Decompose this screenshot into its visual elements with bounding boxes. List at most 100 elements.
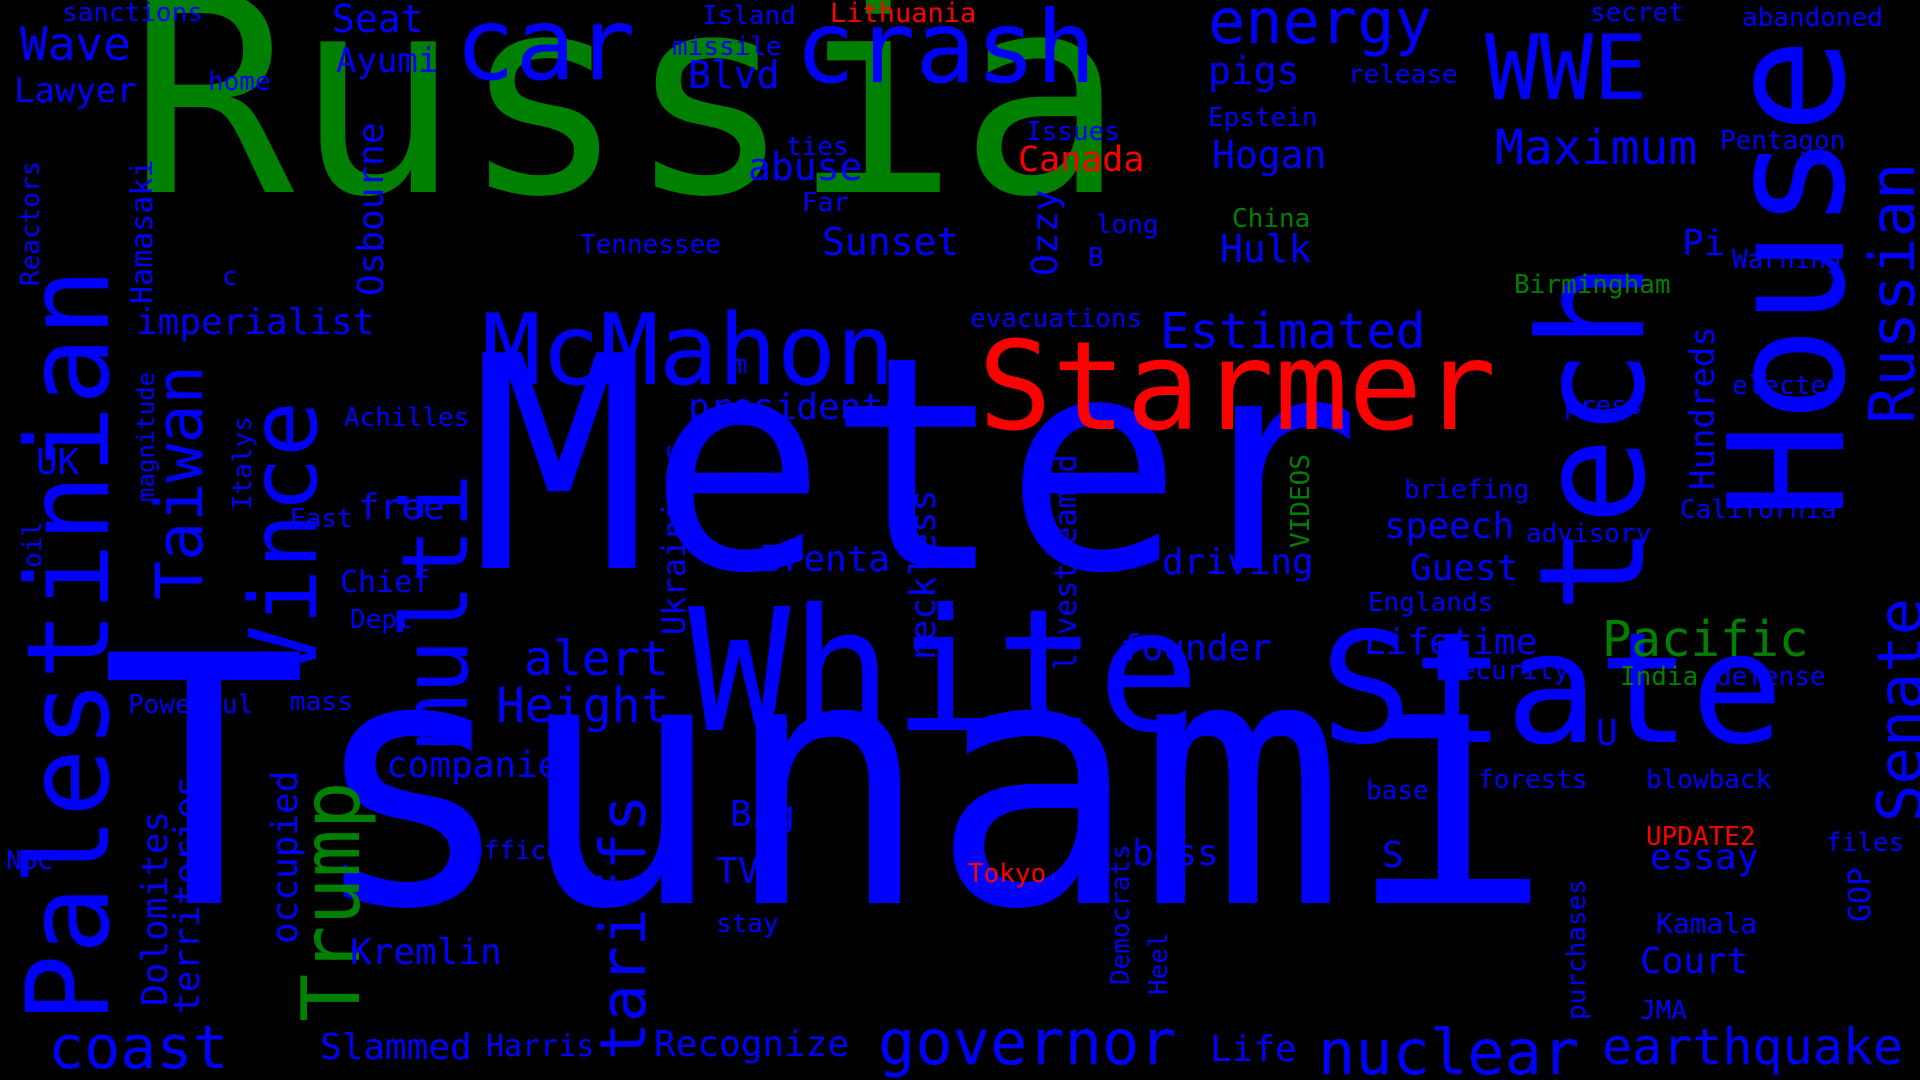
word-governor: governor xyxy=(878,1006,1177,1079)
word-presidents: presidents xyxy=(688,387,905,428)
word-birmingham: Birmingham xyxy=(1514,270,1671,300)
word-release: release xyxy=(1348,60,1458,90)
word-crash: crash xyxy=(795,0,1097,106)
word-hogan: Hogan xyxy=(1212,133,1327,177)
word-california: California xyxy=(1680,495,1837,525)
word-island: Island xyxy=(702,1,796,31)
word-estimated: Estimated xyxy=(1160,303,1426,360)
word-wwe: WWE xyxy=(1485,16,1648,121)
word-mcmahon: McMahon xyxy=(482,294,896,408)
word-gop: GOP xyxy=(1843,867,1878,922)
word-briefing: briefing xyxy=(1404,475,1530,505)
word-harris: Harris xyxy=(486,1029,595,1064)
word-dolomites: Dolomites xyxy=(135,810,176,1006)
word-east: East xyxy=(290,504,353,534)
word-recognize: Recognize xyxy=(654,1024,850,1065)
word-m: m xyxy=(732,350,748,380)
word-reckless: reckless xyxy=(903,489,944,663)
word-big: Big xyxy=(730,794,796,835)
word-ukrainians: Ukrainians xyxy=(655,442,693,635)
word-s: S xyxy=(1382,835,1404,876)
word-c: c xyxy=(222,262,238,292)
word-italys: Italys xyxy=(228,416,258,510)
word-blowback: blowback xyxy=(1646,765,1772,795)
word-nbc: NBC xyxy=(6,846,53,876)
word-elected: elected xyxy=(1732,371,1842,401)
word-purchases: purchases xyxy=(1562,879,1592,1020)
word-pi: Pi xyxy=(1682,223,1726,264)
word-driving: driving xyxy=(1162,542,1314,583)
word-russian: Russian xyxy=(1856,162,1920,424)
word-uk: UK xyxy=(36,442,80,483)
word-house: House xyxy=(1694,37,1881,519)
word-b: B xyxy=(1088,243,1104,273)
word-china: China xyxy=(1232,204,1311,234)
word-base: base xyxy=(1366,776,1429,806)
word-magnitude: magnitude xyxy=(132,371,160,502)
word-sunset: Sunset xyxy=(822,220,960,264)
word-heel: Heel xyxy=(1144,932,1174,995)
word-pacific: Pacific xyxy=(1602,611,1809,668)
word-ayumi: Ayumi xyxy=(336,41,439,81)
word-press: press xyxy=(1564,391,1643,421)
word-kamala: Kamala xyxy=(1656,907,1758,940)
word-car: car xyxy=(455,0,636,103)
word-tsunami: Tsunami xyxy=(100,584,1554,985)
word-founder: founder xyxy=(1120,628,1272,669)
word-tariffs: tariffs xyxy=(587,794,660,1060)
word-lifetime: Lifetime xyxy=(1364,622,1538,663)
word-pentagon: Pentagon xyxy=(1720,126,1846,156)
word-warning: Warning xyxy=(1732,245,1842,275)
word-secret: secret xyxy=(1590,0,1684,28)
word-chief: Chief xyxy=(340,565,431,600)
word-palestinian: Palestinian xyxy=(2,268,135,1023)
word-russia: Russia xyxy=(128,0,1125,258)
word-achilles: Achilles xyxy=(344,403,470,433)
word-update2: UPDATE2 xyxy=(1646,822,1756,852)
word-lithuania: Lithuania xyxy=(830,0,977,29)
word-tv: TV xyxy=(716,851,760,892)
word-epstein: Epstein xyxy=(1208,103,1318,133)
word-energy: energy xyxy=(1208,0,1432,58)
word-imperialist: imperialist xyxy=(136,302,375,343)
word-u: U xyxy=(1596,713,1618,754)
word-white: White xyxy=(688,573,1200,771)
word-advisory: advisory xyxy=(1526,519,1652,549)
word-long: long xyxy=(1096,210,1159,240)
word-brenta: Brenta xyxy=(760,539,891,580)
word-issues: Issues xyxy=(1026,117,1120,147)
word-meter: Meter xyxy=(470,293,1362,638)
word-state: State xyxy=(1320,600,1784,779)
word-tokyo: Tokyo xyxy=(968,859,1047,889)
word-hamasaki: Hamasaki xyxy=(125,159,160,305)
word-canada: Canada xyxy=(1018,140,1145,180)
word-ozzy: Ozzy xyxy=(1025,189,1066,276)
word-starmer: Starmer xyxy=(978,316,1497,459)
word-democrats: Democrats xyxy=(1106,844,1136,985)
word-mass: mass xyxy=(290,687,353,717)
word-evacuations: evacuations xyxy=(970,304,1143,334)
word-companies: companies xyxy=(386,745,582,786)
word-missile: missile xyxy=(672,32,782,62)
word-defense: defense xyxy=(1716,662,1826,692)
word-nuclear: nuclear xyxy=(1318,1016,1580,1080)
word-forests: forests xyxy=(1478,765,1588,795)
word-guest: Guest xyxy=(1410,548,1519,589)
word-tennessee: Tennessee xyxy=(580,230,721,260)
word-home: home xyxy=(208,67,271,97)
word-boss: boss xyxy=(1132,833,1219,874)
word-files: files xyxy=(1826,828,1905,858)
word-essay: essay xyxy=(1650,837,1759,878)
word-occupied: occupied xyxy=(265,770,306,944)
word-pigs: pigs xyxy=(1208,49,1300,93)
word-blvd: Blvd xyxy=(688,53,780,97)
word-kremlin: Kremlin xyxy=(350,932,502,973)
word-englands: Englands xyxy=(1368,588,1494,618)
word-slammed: Slammed xyxy=(320,1027,472,1068)
word-ties: ties xyxy=(786,132,849,162)
word-jma: JMA xyxy=(1640,996,1687,1026)
word-dept: Dept xyxy=(350,605,413,635)
word-alert: alert xyxy=(524,631,669,687)
word-seat: Seat xyxy=(332,0,424,41)
